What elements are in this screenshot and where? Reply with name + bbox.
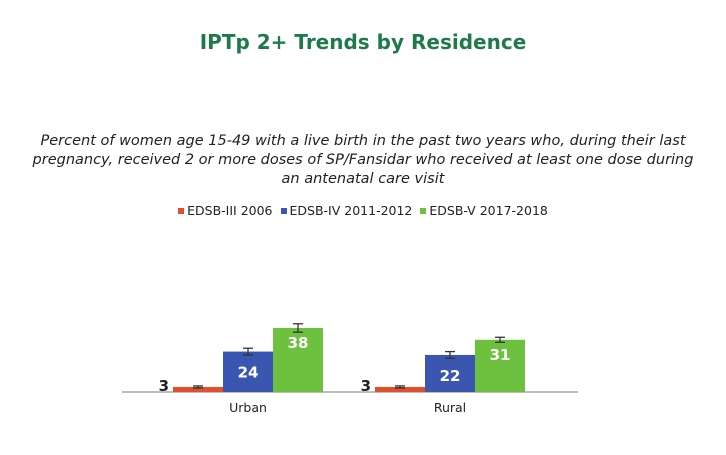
legend-item-edsb-iv: EDSB-IV 2011-2012 bbox=[280, 203, 413, 218]
chart-title: IPTp 2+ Trends by Residence bbox=[199, 30, 527, 54]
legend-swatch-edsb-iv bbox=[280, 207, 287, 214]
value-label-rural-0: 3 bbox=[361, 377, 371, 395]
bar-urban-2 bbox=[273, 328, 323, 392]
bar-rural-2 bbox=[475, 339, 525, 392]
legend-item-edsb-iii: EDSB-III 2006 bbox=[178, 203, 273, 218]
legend-swatch-edsb-iii bbox=[178, 207, 185, 214]
value-label-rural-1: 22 bbox=[440, 367, 461, 385]
legend-label-edsb-v: EDSB-V 2017-2018 bbox=[429, 203, 548, 218]
x-tick-label-urban: Urban bbox=[229, 400, 267, 415]
legend-label-edsb-iii: EDSB-III 2006 bbox=[187, 203, 273, 218]
value-label-urban-2: 38 bbox=[288, 334, 309, 352]
legend-swatch-edsb-v bbox=[420, 207, 427, 214]
x-tick-label-rural: Rural bbox=[434, 400, 466, 415]
bar-urban-1 bbox=[223, 351, 273, 392]
value-label-urban-1: 24 bbox=[238, 364, 259, 382]
chart-subtitle: Percent of women age 15-49 with a live b… bbox=[32, 133, 694, 187]
legend-item-edsb-v: EDSB-V 2017-2018 bbox=[420, 203, 548, 218]
bar-rural-1 bbox=[425, 354, 475, 392]
value-label-rural-2: 31 bbox=[490, 346, 511, 364]
bar-urban-0 bbox=[173, 386, 223, 392]
value-label-urban-0: 3 bbox=[159, 377, 169, 395]
legend: EDSB-III 2006 EDSB-IV 2011-2012 EDSB-V 2… bbox=[0, 203, 726, 218]
bar-rural-0 bbox=[375, 386, 425, 392]
legend-label-edsb-iv: EDSB-IV 2011-2012 bbox=[289, 203, 413, 218]
